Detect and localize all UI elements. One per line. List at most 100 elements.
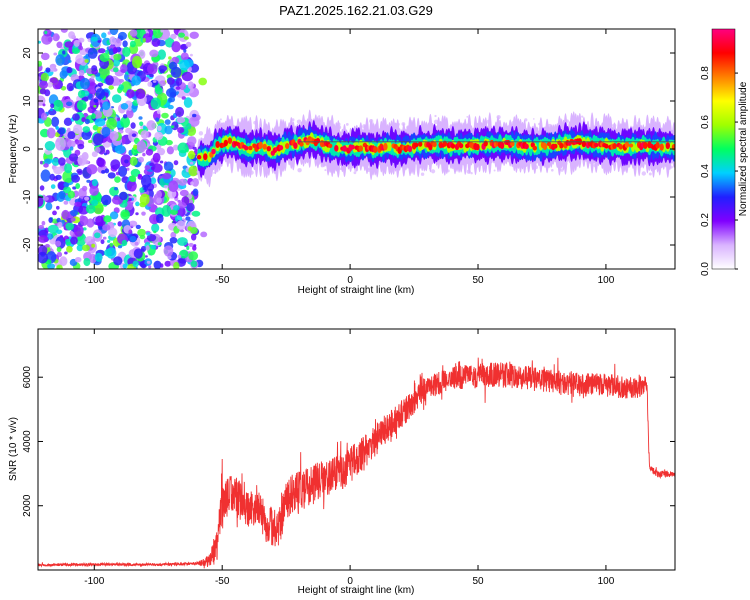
ridge-cell xyxy=(387,141,392,152)
noise-blob xyxy=(58,157,66,166)
noise-blob xyxy=(156,197,162,204)
noise-blob xyxy=(169,237,178,244)
noise-blob xyxy=(43,196,49,201)
noise-blob xyxy=(55,54,65,66)
noise-blob xyxy=(105,75,114,86)
noise-blob xyxy=(76,244,84,252)
noise-blob xyxy=(75,183,81,189)
speck xyxy=(470,172,473,175)
ridge-cell xyxy=(524,143,529,150)
noise-blob xyxy=(76,168,83,174)
noise-blob xyxy=(110,159,121,170)
noise-blob xyxy=(160,263,164,268)
noise-blob xyxy=(129,156,138,166)
noise-blob xyxy=(66,101,73,107)
noise-blob xyxy=(175,86,181,90)
figure-title: PAZ1.2025.162.21.03.G29 xyxy=(279,3,433,18)
noise-blob xyxy=(172,144,179,151)
noise-blob xyxy=(40,169,51,182)
snr-x-axis: -100 -50 0 50 100 xyxy=(84,329,615,587)
noise-blob xyxy=(112,47,118,54)
noise-blob xyxy=(183,97,193,108)
noise-blob xyxy=(191,210,201,217)
noise-blob xyxy=(48,108,57,116)
ridge-cell xyxy=(553,143,558,149)
noise-blob xyxy=(180,52,189,61)
noise-blob xyxy=(78,69,85,77)
noise-blob xyxy=(94,118,106,127)
spectrogram-marks xyxy=(38,29,675,269)
noise-blob xyxy=(138,116,143,120)
noise-blob xyxy=(64,251,68,255)
noise-blob xyxy=(176,220,186,230)
noise-blob xyxy=(69,230,74,236)
noise-blob xyxy=(160,229,164,232)
ridge-cell xyxy=(223,139,228,147)
ridge-cell xyxy=(450,143,456,149)
noise-blob xyxy=(122,46,131,57)
noise-blob xyxy=(97,40,102,43)
noise-blob xyxy=(43,163,49,168)
noise-blob xyxy=(117,221,123,227)
noise-blob xyxy=(129,235,137,243)
noise-blob xyxy=(142,152,146,157)
noise-blob xyxy=(47,37,53,42)
noise-blob xyxy=(151,38,161,47)
speck xyxy=(213,171,216,174)
ridge-cell xyxy=(532,145,537,151)
noise-blob xyxy=(120,116,130,128)
noise-blob xyxy=(140,245,147,252)
noise-blob xyxy=(160,29,164,33)
noise-blob xyxy=(41,220,46,226)
noise-blob xyxy=(152,29,163,39)
noise-blob xyxy=(147,63,158,75)
noise-blob xyxy=(129,29,138,37)
noise-blob xyxy=(116,117,121,121)
noise-blob xyxy=(156,190,162,199)
noise-blob xyxy=(83,257,91,267)
ridge-cell xyxy=(383,142,388,151)
ridge-cell xyxy=(358,145,363,152)
noise-blob xyxy=(151,223,160,233)
noise-blob xyxy=(157,147,166,156)
noise-blob xyxy=(65,222,74,231)
noise-blob xyxy=(179,249,189,259)
noise-blob xyxy=(73,39,80,47)
ridge-cell xyxy=(604,143,609,149)
noise-blob xyxy=(41,52,50,61)
noise-blob xyxy=(91,199,99,206)
noise-blob xyxy=(173,205,180,211)
speck xyxy=(581,115,584,118)
x-tick-label: 0 xyxy=(347,576,353,587)
noise-blob xyxy=(70,236,78,245)
speck xyxy=(219,118,222,121)
noise-blob xyxy=(91,243,96,248)
noise-blob xyxy=(95,215,104,226)
noise-blob xyxy=(149,73,154,78)
noise-blob xyxy=(41,33,53,45)
noise-blob xyxy=(159,69,165,74)
colorbar-ticks: 0.0 0.2 0.4 0.6 0.8 xyxy=(700,66,738,276)
noise-blob xyxy=(147,81,153,87)
noise-blob xyxy=(105,149,110,155)
noise-blob xyxy=(117,245,123,249)
noise-blob xyxy=(192,146,197,150)
noise-blob xyxy=(107,172,116,179)
noise-blob xyxy=(50,184,56,190)
ridge-cell xyxy=(299,141,304,147)
snr-frame xyxy=(37,328,676,571)
spectrogram-x-label: Height of straight line (km) xyxy=(298,285,415,296)
noise-blob xyxy=(80,77,90,90)
noise-blob xyxy=(130,168,141,177)
noise-blob xyxy=(191,233,197,241)
noise-blob xyxy=(163,184,169,189)
noise-blob xyxy=(161,112,169,119)
noise-blob xyxy=(72,186,77,190)
ridge-cell xyxy=(499,141,505,149)
noise-blob xyxy=(175,77,183,86)
noise-blob xyxy=(146,232,151,236)
noise-blob xyxy=(107,239,111,243)
noise-blob xyxy=(86,164,98,175)
noise-blob xyxy=(94,252,103,262)
